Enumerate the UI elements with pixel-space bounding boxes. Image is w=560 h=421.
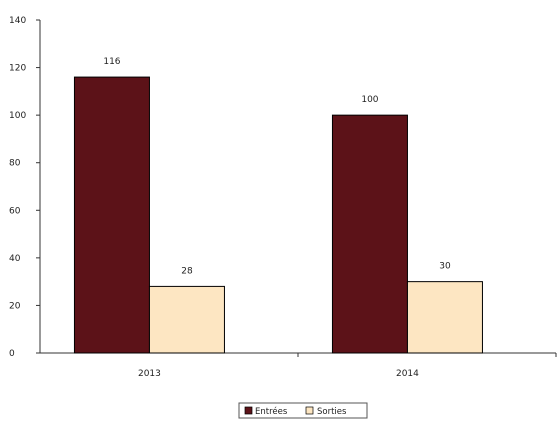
bar-sorties-2014 [407, 282, 482, 353]
y-tick-label: 40 [9, 254, 21, 264]
x-labels: 2013 2014 [138, 353, 556, 379]
legend-swatch-entrees [245, 407, 252, 414]
data-label: 30 [439, 262, 451, 272]
y-tick-label: 0 [9, 349, 15, 359]
x-tick-label: 2014 [396, 369, 419, 379]
y-tick-label: 100 [9, 111, 26, 121]
x-axis: 2013 2014 [40, 353, 556, 379]
data-label: 116 [103, 57, 120, 67]
y-ticks: 0 20 40 60 80 100 120 140 [9, 16, 40, 359]
y-tick-label: 120 [9, 64, 26, 74]
bar-entres-2013 [74, 77, 149, 353]
data-label: 28 [181, 266, 193, 276]
legend: Entrées Sorties [239, 403, 367, 418]
bars [74, 77, 482, 353]
legend-label-sorties: Sorties [317, 407, 347, 417]
y-axis: 0 20 40 60 80 100 120 140 [9, 16, 40, 359]
bar-sorties-2013 [149, 286, 224, 353]
y-tick-label: 80 [9, 159, 21, 169]
y-tick-label: 140 [9, 16, 26, 26]
x-tick-label: 2013 [138, 369, 161, 379]
bar-entres-2014 [332, 115, 407, 353]
y-tick-label: 20 [9, 301, 21, 311]
legend-swatch-sorties [306, 407, 313, 414]
data-label: 100 [361, 95, 378, 105]
legend-label-entrees: Entrées [255, 406, 288, 417]
y-tick-label: 60 [9, 206, 21, 216]
